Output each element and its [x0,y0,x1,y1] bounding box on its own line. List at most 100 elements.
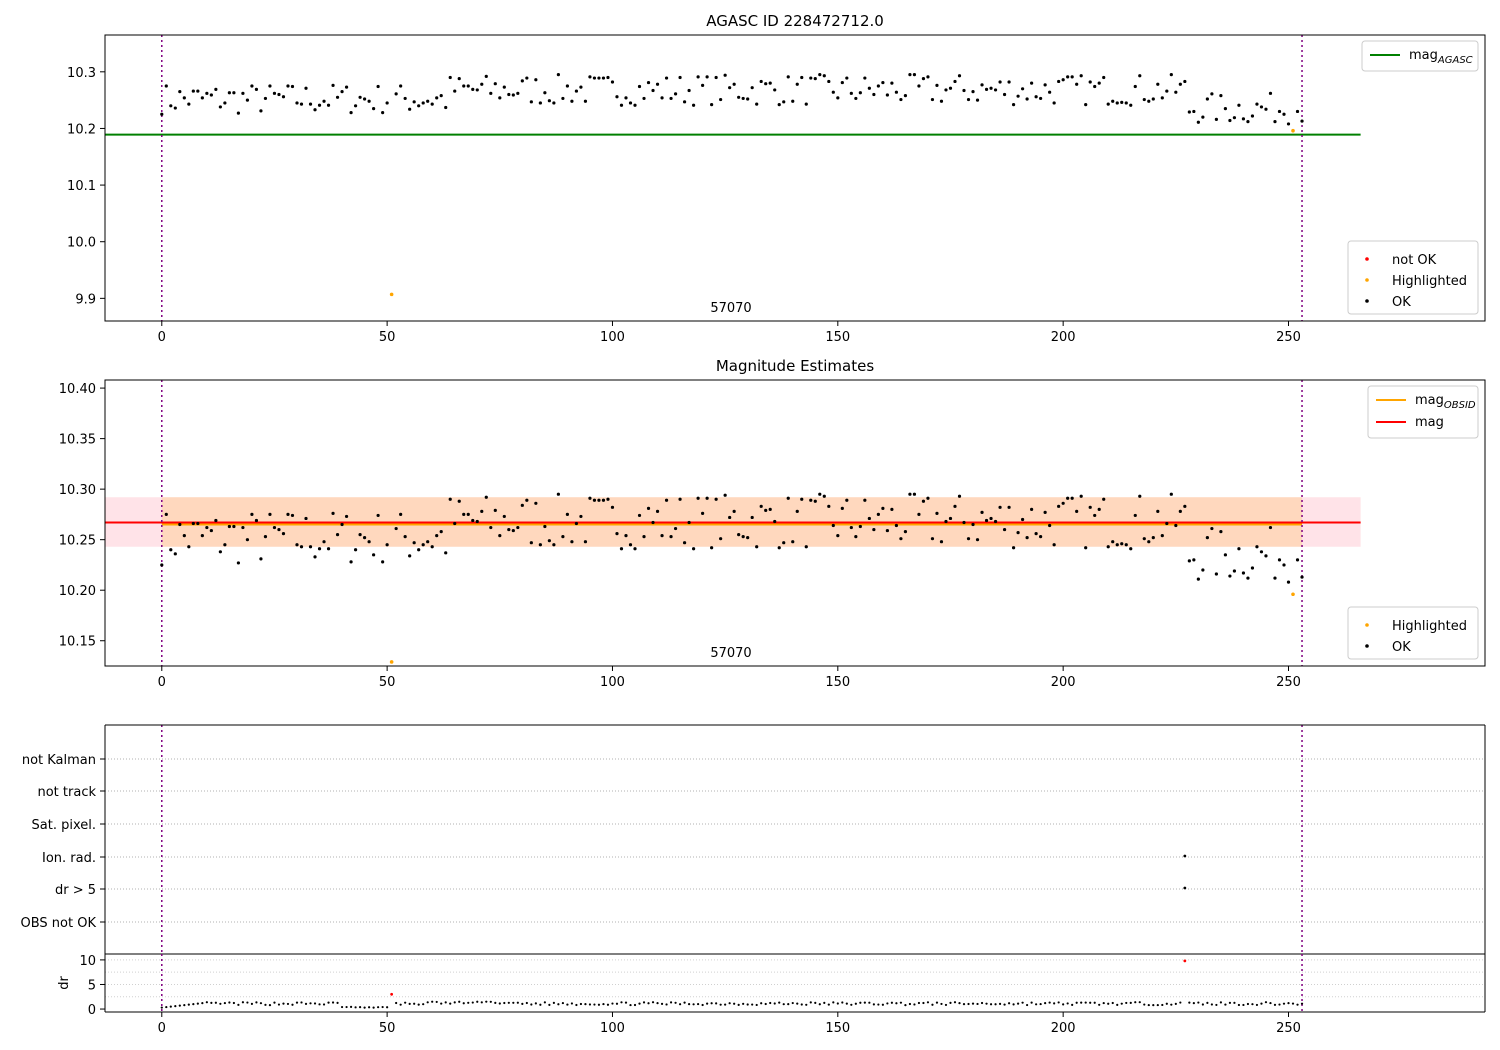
ok-point [1268,91,1273,95]
ok-point [385,543,389,547]
ok-point [903,529,908,534]
dr-point [881,1003,884,1006]
highlighted-point [389,660,394,664]
ok-point [741,96,745,101]
ok-point [737,533,741,537]
dr-point [1201,1003,1204,1006]
dr-point [1007,1002,1011,1005]
ok-point [899,537,903,541]
flag-label: not track [37,785,96,800]
ok-point [1223,107,1228,111]
ok-point [214,87,218,91]
ok-point [637,84,642,89]
dr-point [435,1000,438,1004]
ok-point [867,516,871,521]
ok-point [534,501,538,505]
ok-point [818,492,822,496]
dr-point [678,1003,682,1006]
ok-point [362,536,367,540]
ok-point [376,513,380,518]
ok-point [277,527,281,532]
ok-point [331,511,335,515]
dr-point [953,1001,957,1004]
dr-point [1053,1002,1056,1005]
ok-point [326,103,331,107]
ok-point [466,84,470,88]
ok-point [399,512,403,517]
dr-point [624,1001,628,1004]
ok-point [547,99,551,103]
ok-point [182,534,186,538]
flag-label: Sat. pixel. [32,818,96,833]
dr-point [210,1001,213,1004]
ok-point [281,532,286,536]
dr-point [940,1002,943,1006]
ok-point [1178,509,1182,513]
ok-point [746,97,750,101]
dr-point [426,1001,429,1004]
dr-point [1071,1003,1074,1007]
ok-point [565,512,570,517]
ok-point [1286,580,1291,584]
ok-point [651,520,655,525]
dr-point [1170,1003,1173,1006]
dr-point [165,1005,168,1009]
ok-point [1011,103,1016,107]
ok-point [1273,120,1277,124]
dr-point [313,1002,317,1005]
ok-point [1237,103,1241,107]
dr-point [805,1003,808,1006]
ok-point [633,547,637,551]
dr-point [1129,1001,1132,1005]
dr-point [611,1002,614,1005]
dr-point [1152,1003,1155,1007]
ok-point [1192,109,1196,114]
ok-point [642,535,646,539]
ok-point [1020,517,1025,522]
ok-point [867,86,871,90]
legend-point-label: Highlighted [1392,274,1467,289]
ok-point [1210,92,1214,96]
dr-point [998,1002,1002,1006]
legend-point-label: OK [1392,295,1411,310]
dr-point [787,1003,790,1006]
dr-point [1138,1001,1141,1004]
legend-box [1347,240,1479,315]
ok-point [295,101,299,105]
ok-point [664,498,669,502]
ok-point [876,84,880,88]
y-tick-label: 10.40 [59,382,96,397]
dr-point [1075,1001,1078,1004]
dr-point [629,1003,632,1007]
ok-point [448,75,452,80]
dr-point [467,1001,470,1004]
ok-point [912,73,917,77]
ok-point [511,528,515,533]
dr-point [349,1005,353,1008]
ok-point [1268,525,1273,530]
ok-point [556,73,560,77]
dr-point [1237,1003,1241,1007]
dr-point [1273,1003,1277,1006]
ok-point [813,77,817,81]
ok-point [1205,536,1209,540]
ok-point [412,541,416,545]
agasc-title: AGASC ID 228472712.0 [706,12,884,30]
ok-point [601,498,606,502]
ok-point [281,95,286,99]
dr-point [507,1001,510,1004]
ok-point [737,95,741,99]
ok-point [187,545,191,549]
ok-point [358,95,362,99]
dr-point [372,1006,375,1009]
ok-point [768,81,772,85]
dr-point [331,1001,335,1004]
ok-point [358,533,362,537]
ok-point [160,112,164,116]
ok-point [1165,89,1169,93]
ok-point [948,516,953,521]
ok-point [696,75,700,79]
ok-point [899,97,903,102]
ok-point [290,84,295,89]
dr-point [597,1003,601,1006]
